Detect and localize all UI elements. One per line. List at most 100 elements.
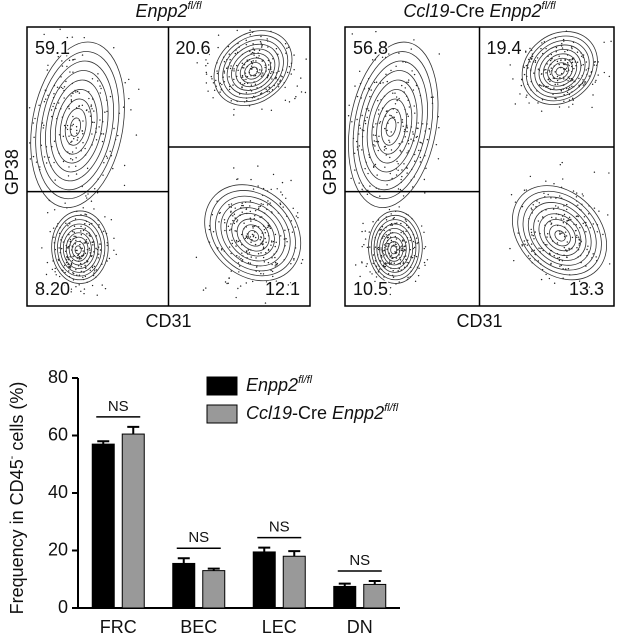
event-dot	[361, 149, 363, 151]
event-dot	[389, 114, 391, 117]
event-dot	[82, 120, 84, 122]
event-dot	[254, 74, 257, 77]
event-dot	[540, 73, 543, 75]
event-dot	[261, 243, 264, 246]
event-dot	[274, 233, 277, 236]
event-dot	[62, 135, 65, 138]
event-dot	[238, 265, 241, 267]
event-dot	[555, 46, 558, 49]
event-dot	[381, 56, 384, 59]
event-dot	[60, 86, 63, 89]
event-dot	[610, 40, 612, 43]
event-dot	[548, 69, 550, 72]
event-dot	[269, 227, 272, 230]
event-dot	[245, 92, 248, 94]
event-dot	[361, 114, 363, 117]
event-dot	[405, 258, 407, 261]
event-dot	[91, 121, 94, 123]
event-dot	[380, 249, 382, 251]
event-dot	[570, 59, 572, 61]
event-dot	[556, 242, 559, 244]
event-dot	[559, 77, 561, 79]
event-dot	[578, 77, 580, 80]
event-dot	[400, 245, 403, 247]
event-dot	[366, 246, 369, 249]
contour-line	[525, 35, 594, 102]
event-dot	[282, 286, 284, 288]
event-dot	[281, 181, 284, 184]
event-dot	[249, 262, 252, 264]
event-dot	[561, 42, 563, 45]
event-dot	[205, 287, 207, 289]
event-dot	[367, 108, 369, 110]
event-dot	[260, 252, 262, 254]
event-dot	[534, 60, 537, 62]
event-dot	[32, 122, 34, 124]
event-dot	[575, 229, 577, 232]
contour-line	[547, 57, 574, 84]
event-dot	[266, 38, 268, 40]
event-dot	[290, 263, 292, 265]
text-segment: fl/fl	[188, 0, 203, 12]
event-dot	[571, 85, 573, 88]
event-dot	[394, 243, 397, 245]
event-dot	[34, 117, 36, 120]
event-dot	[363, 129, 365, 132]
event-dot	[28, 107, 31, 109]
event-dot	[425, 167, 427, 170]
event-dot	[400, 151, 402, 153]
event-dot	[553, 87, 555, 89]
event-dot	[235, 296, 237, 299]
event-dot	[588, 286, 591, 288]
event-dot	[275, 280, 278, 282]
event-dot	[541, 85, 543, 87]
event-dot	[267, 64, 270, 66]
event-dot	[255, 60, 257, 62]
event-dot	[546, 233, 549, 235]
event-dot	[369, 95, 371, 98]
event-dot	[555, 51, 557, 53]
quadrant-label: 59.1	[35, 38, 70, 58]
event-dot	[402, 261, 405, 263]
event-dot	[603, 71, 606, 74]
contour-line	[551, 62, 569, 80]
event-dot	[358, 182, 360, 184]
event-dot	[232, 84, 234, 86]
event-dot	[424, 264, 426, 267]
event-dot	[63, 86, 66, 88]
event-dot	[75, 147, 77, 149]
event-dot	[276, 262, 279, 265]
event-dot	[245, 208, 248, 210]
event-dot	[91, 241, 93, 243]
event-dot	[217, 34, 220, 36]
event-dot	[252, 235, 255, 238]
event-dot	[284, 229, 286, 232]
event-dot	[560, 264, 562, 267]
event-dot	[545, 273, 547, 276]
event-dot	[268, 90, 270, 93]
x-axis-label: CD31	[145, 311, 191, 331]
event-dot	[97, 73, 99, 75]
event-dot	[69, 256, 71, 258]
event-dot	[398, 143, 400, 145]
event-dot	[564, 59, 566, 62]
event-dot	[380, 228, 382, 231]
event-dot	[241, 211, 243, 213]
event-dot	[531, 55, 534, 58]
event-dot	[109, 95, 112, 98]
event-dot	[532, 204, 534, 206]
event-dot	[531, 250, 533, 253]
event-dot	[236, 255, 238, 257]
event-dot	[117, 134, 119, 137]
event-dot	[237, 240, 240, 243]
event-dot	[78, 274, 81, 276]
event-dot	[296, 212, 299, 214]
quadrant-label: 12.1	[265, 279, 300, 299]
event-dot	[413, 39, 415, 41]
event-dot	[207, 90, 209, 92]
event-dot	[575, 215, 578, 218]
event-dot	[97, 80, 99, 82]
event-dot	[58, 275, 61, 278]
event-dot	[428, 128, 431, 130]
event-dot	[364, 120, 366, 122]
